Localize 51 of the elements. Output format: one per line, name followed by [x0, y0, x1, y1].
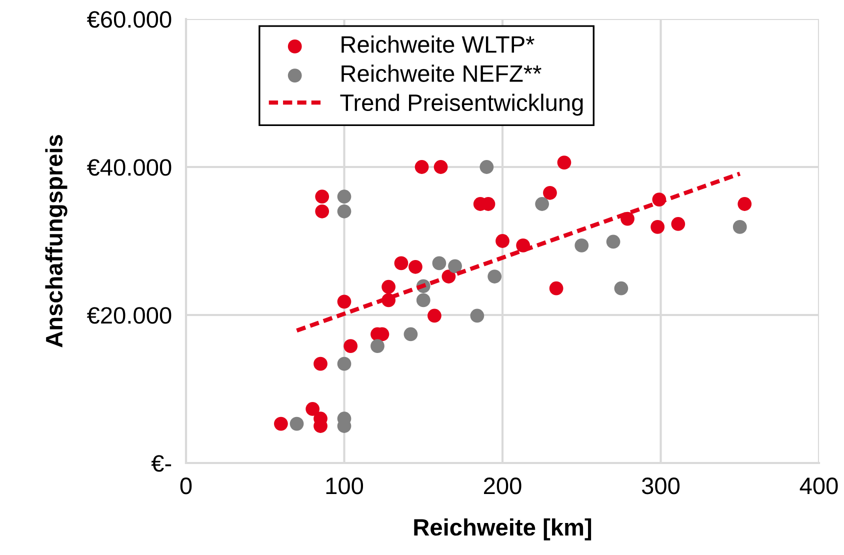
point	[614, 281, 628, 296]
point	[432, 256, 446, 270]
point	[671, 217, 686, 231]
x-tick-label: 200	[484, 478, 522, 494]
point	[428, 308, 442, 323]
point	[382, 280, 396, 294]
y-tick-label: €-	[151, 455, 172, 472]
point	[337, 204, 352, 218]
y-tick-label: €60.000	[86, 11, 172, 28]
point	[337, 356, 352, 371]
y-tick-label: €40.000	[86, 159, 172, 176]
x-tick-label: 0	[180, 478, 192, 494]
point	[574, 238, 589, 252]
y-axis-title: Anschaffungspreis	[45, 135, 68, 348]
legend-label: Reichweite NEFZ**	[342, 64, 542, 82]
point	[543, 186, 557, 200]
point	[306, 402, 320, 416]
point	[606, 234, 620, 249]
point	[414, 160, 429, 174]
legend-label: Trend Preisentwicklung	[340, 94, 583, 116]
x-axis-title: Reichweite [km]	[414, 518, 592, 540]
x-tick-label: 300	[642, 478, 680, 494]
legend-label: Reichweite WLTP*	[342, 36, 534, 53]
point	[315, 190, 330, 204]
point	[315, 204, 330, 218]
point	[738, 197, 752, 211]
point	[732, 220, 747, 234]
point	[557, 156, 572, 170]
point	[496, 234, 510, 248]
point	[394, 256, 408, 270]
point	[434, 160, 448, 174]
point	[480, 160, 494, 174]
point	[344, 339, 358, 354]
point	[470, 308, 484, 323]
point	[549, 281, 564, 296]
point	[314, 356, 328, 371]
y-tick-label: €20.000	[86, 307, 172, 324]
point	[337, 190, 352, 204]
point	[274, 416, 288, 431]
x-tick-label: 400	[800, 478, 838, 494]
point	[535, 197, 550, 211]
point	[650, 220, 665, 234]
point	[488, 270, 502, 284]
point	[337, 294, 352, 309]
point	[416, 293, 430, 308]
point	[408, 260, 422, 274]
point	[370, 339, 384, 354]
point	[290, 416, 304, 431]
point	[404, 327, 418, 342]
point	[448, 259, 462, 274]
x-tick-label: 100	[326, 478, 364, 494]
